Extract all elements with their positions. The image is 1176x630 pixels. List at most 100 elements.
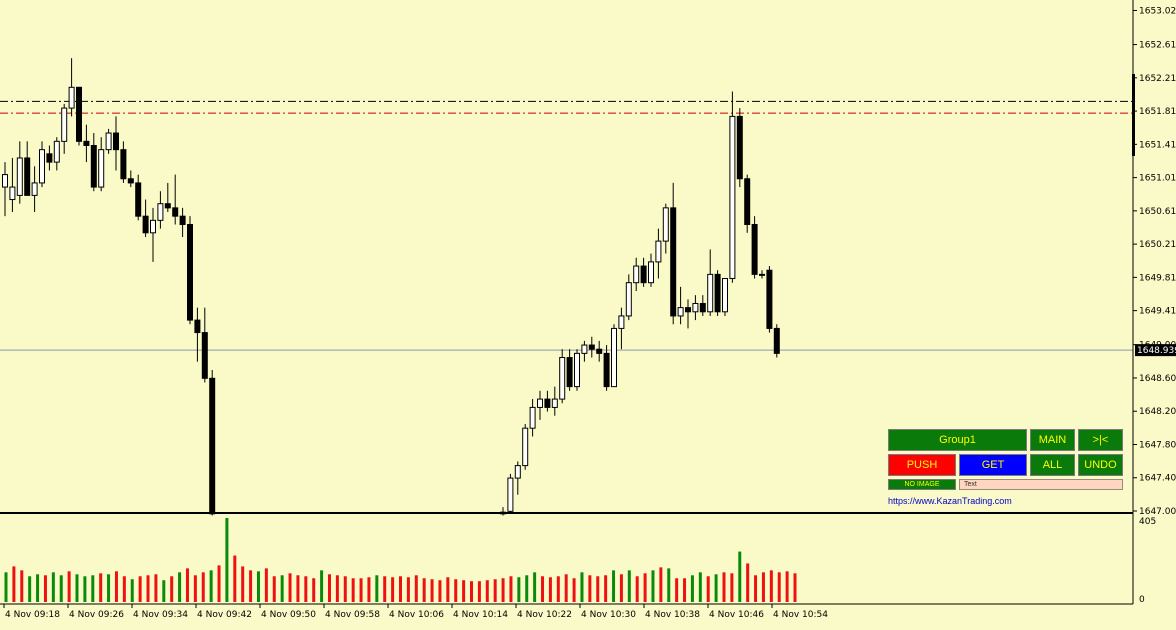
candle-bear [596, 348, 603, 354]
candle-bear [127, 178, 134, 184]
candle-bull [677, 307, 684, 317]
candle-bear [83, 140, 90, 147]
candle-bear [135, 182, 142, 217]
price-axis-label: 1652.214 [1139, 74, 1176, 84]
price-axis-label: 1651.814 [1139, 107, 1176, 117]
time-axis-label: 4 Nov 09:42 [197, 610, 252, 620]
time-axis-label: 4 Nov 09:50 [261, 610, 316, 620]
main-button[interactable]: MAIN [1030, 429, 1075, 451]
time-axis-label: 4 Nov 09:26 [69, 610, 124, 620]
text-field[interactable]: Text [959, 479, 1123, 490]
candle-bull [16, 157, 23, 196]
volume-min-label: 0 [1139, 595, 1145, 605]
candle-bear [90, 145, 97, 188]
time-axis-label: 4 Nov 10:38 [645, 610, 700, 620]
candle-bull [157, 203, 164, 221]
price-axis-label: 1651.414 [1139, 140, 1176, 150]
candle-bull [707, 273, 714, 313]
candle-bear [46, 153, 53, 163]
candle-bear [120, 149, 127, 180]
candle-bear [172, 207, 179, 217]
candle-bear [566, 357, 573, 388]
candle-bull [68, 86, 75, 109]
time-axis-label: 4 Nov 10:14 [453, 610, 508, 620]
price-axis-label: 1648.604 [1139, 374, 1176, 384]
time-axis-label: 4 Nov 10:46 [709, 610, 764, 620]
current-price-label: 1648.939 [1137, 346, 1176, 356]
candle-bear [142, 215, 149, 234]
time-axis-label: 4 Nov 10:30 [581, 610, 636, 620]
candle-bull [648, 261, 654, 284]
candle-bull [559, 357, 566, 400]
candle-bear [603, 352, 610, 388]
candle-bear [670, 207, 677, 317]
candle-bear [194, 319, 201, 334]
collapse-button[interactable]: >|< [1078, 429, 1123, 451]
website-link[interactable]: https://www.KazanTrading.com [888, 496, 1012, 506]
candle-bear [773, 327, 780, 354]
candle-bull [537, 398, 543, 408]
chart-shift-marker [1132, 74, 1135, 156]
price-axis-label: 1649.414 [1139, 307, 1176, 317]
candle-bear [201, 332, 208, 379]
candle-bull [105, 132, 112, 151]
candle-bull [574, 352, 580, 388]
candle-bear [744, 178, 751, 225]
candle-bear [164, 203, 171, 209]
candle-bear [187, 223, 193, 321]
price-axis-label: 1648.204 [1139, 407, 1176, 417]
candle-bull [551, 398, 558, 408]
time-axis-label: 4 Nov 10:54 [773, 610, 828, 620]
candle-bull [722, 278, 728, 313]
price-axis-label: 1652.614 [1139, 41, 1176, 51]
candle-bear [588, 344, 595, 350]
undo-button[interactable]: UNDO [1078, 454, 1123, 476]
candle-bear [544, 398, 551, 408]
trade-copier-panel: Group1 MAIN >|< PUSH GET ALL UNDO NO IMA… [886, 428, 1126, 512]
price-axis-label: 1650.214 [1139, 240, 1176, 250]
time-axis-label: 4 Nov 09:58 [325, 610, 380, 620]
candle-bear [640, 265, 647, 284]
candle-bear [76, 86, 82, 142]
candle-bear [766, 269, 773, 329]
candle-bull [625, 282, 632, 317]
candle-bear [751, 223, 758, 275]
candle-bull [507, 477, 514, 512]
candle-bull [98, 149, 105, 188]
candle-bear [685, 307, 691, 313]
candle-bear [736, 115, 743, 180]
group-button[interactable]: Group1 [888, 429, 1027, 451]
price-axis-label: 1649.814 [1139, 273, 1176, 283]
candle-bull [662, 207, 669, 242]
get-button[interactable]: GET [959, 454, 1027, 476]
candle-bull [611, 327, 617, 388]
candle-bull [2, 174, 8, 188]
candle-bear [699, 302, 706, 313]
candle-bull [61, 107, 68, 142]
no-image-button[interactable]: NO IMAGE [888, 479, 956, 490]
price-axis-label: 1647.004 [1139, 507, 1176, 517]
price-axis-label: 1653.024 [1139, 6, 1176, 16]
price-axis-label: 1651.014 [1139, 174, 1176, 184]
price-axis-label: 1647.804 [1139, 440, 1176, 450]
candle-bear [179, 215, 186, 225]
candle-bull [581, 344, 588, 354]
candle-bull [9, 186, 16, 201]
candle-bull [692, 302, 699, 313]
candle-bull [618, 315, 625, 329]
candle-bull [529, 406, 536, 429]
time-axis-label: 4 Nov 09:34 [133, 610, 188, 620]
candle-bull [729, 115, 736, 280]
all-button[interactable]: ALL [1030, 454, 1075, 476]
current-price-tag [1135, 344, 1176, 357]
candle-bull [39, 149, 45, 184]
candle-bear [24, 157, 31, 196]
time-axis-label: 4 Nov 10:06 [389, 610, 444, 620]
time-axis-label: 4 Nov 09:18 [5, 610, 60, 620]
push-button[interactable]: PUSH [888, 454, 956, 476]
candle-bull [514, 465, 521, 479]
price-axis-label: 1650.614 [1139, 207, 1176, 217]
candle-bull [655, 240, 662, 263]
